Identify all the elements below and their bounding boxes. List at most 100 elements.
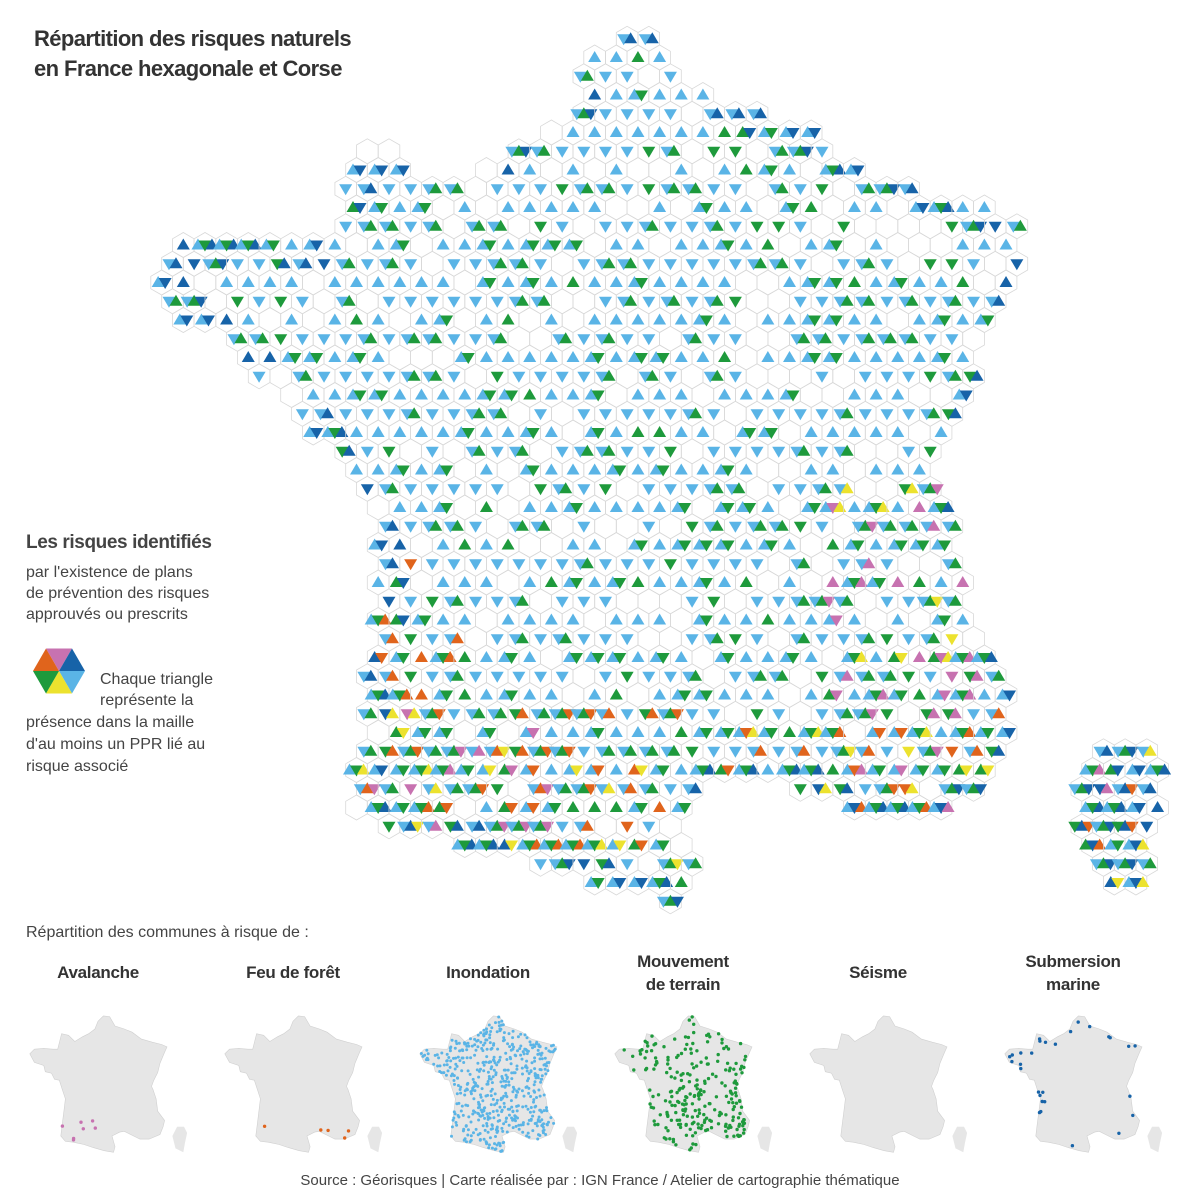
- risk-triangle: [880, 371, 894, 383]
- risk-triangle: [829, 352, 843, 364]
- hex-cell: [908, 607, 931, 633]
- risk-triangle: [357, 746, 371, 758]
- mini-dot: [515, 1109, 519, 1113]
- risk-triangle: [544, 388, 558, 400]
- risk-triangle: [570, 652, 584, 664]
- risk-triangle: [490, 446, 504, 458]
- risk-triangle: [295, 296, 309, 308]
- risk-triangle: [451, 838, 465, 850]
- mini-dot: [716, 1032, 721, 1036]
- risk-triangle: [555, 744, 569, 756]
- mini-dot: [515, 1064, 519, 1068]
- risk-triangle: [797, 763, 811, 775]
- mini-dot: [696, 1094, 701, 1098]
- risk-triangle: [739, 727, 753, 739]
- mini-dot: [725, 1134, 729, 1139]
- risk-triangle: [855, 559, 869, 571]
- mini-dot: [512, 1071, 516, 1075]
- risk-triangle: [912, 313, 926, 325]
- risk-triangle: [360, 371, 374, 383]
- risk-triangle: [407, 407, 421, 419]
- mini-dot: [706, 1076, 711, 1081]
- risk-triangle: [609, 238, 623, 250]
- risk-triangle: [902, 634, 916, 646]
- mini-dot: [673, 1103, 677, 1108]
- risk-triangle: [389, 576, 403, 588]
- mini-dot: [699, 1088, 703, 1093]
- mini-dot: [476, 1084, 480, 1088]
- risk-triangle: [375, 390, 389, 402]
- risk-triangle: [609, 126, 623, 138]
- risk-triangle: [696, 463, 710, 475]
- risk-triangle: [613, 577, 627, 589]
- mini-dot: [490, 1087, 494, 1091]
- risk-triangle: [772, 746, 786, 758]
- hex-cell: [496, 494, 520, 521]
- mini-dot: [482, 1063, 486, 1067]
- risk-triangle: [663, 446, 677, 458]
- mini-dot: [479, 1031, 483, 1035]
- risk-triangle: [801, 313, 815, 325]
- risk-triangle: [840, 651, 854, 663]
- risk-triangle: [725, 484, 739, 496]
- hex-cell: [789, 700, 812, 727]
- risk-triangle: [490, 784, 504, 796]
- risk-triangle: [920, 709, 934, 721]
- hex-cell: [496, 719, 520, 746]
- risk-triangle: [880, 296, 894, 308]
- mini-dot: [511, 1029, 515, 1033]
- hex-cell: [897, 550, 920, 577]
- mini-dot: [1037, 1037, 1042, 1041]
- legend-hex-icon: [33, 648, 85, 694]
- risk-triangle: [974, 784, 988, 796]
- mini-dot: [504, 1094, 508, 1098]
- risk-triangle: [837, 559, 851, 571]
- risk-triangle: [371, 576, 385, 588]
- risk-triangle: [411, 201, 425, 213]
- hex-cell: [810, 250, 834, 277]
- risk-triangle: [761, 388, 775, 400]
- risk-triangle: [497, 746, 511, 758]
- mini-dot: [462, 1061, 466, 1064]
- mini-dot: [485, 1141, 489, 1145]
- risk-triangle: [609, 763, 623, 775]
- risk-triangle: [1068, 821, 1082, 833]
- risk-triangle: [577, 484, 591, 496]
- hex-cell: [756, 269, 780, 296]
- mini-dot: [468, 1140, 472, 1144]
- risk-triangle: [353, 202, 367, 214]
- risk-triangle: [252, 296, 266, 308]
- mini-dot: [453, 1067, 457, 1071]
- risk-triangle: [588, 576, 602, 588]
- mini-dot: [539, 1077, 543, 1081]
- mini-dot: [537, 1043, 541, 1047]
- risk-triangle: [450, 594, 464, 606]
- risk-triangle: [436, 276, 450, 288]
- hex-cell: [1124, 869, 1148, 896]
- mini-dot: [522, 1094, 526, 1098]
- risk-label: Mouvement: [637, 952, 729, 971]
- risk-triangle: [389, 801, 403, 813]
- risk-triangle: [876, 671, 890, 683]
- risk-triangle: [674, 276, 688, 288]
- hex-cell: [615, 475, 639, 502]
- risk-triangle: [613, 652, 627, 664]
- risk-triangle: [663, 371, 677, 383]
- mini-dot: [658, 1113, 662, 1117]
- risk-triangle: [414, 388, 428, 400]
- mini-dot: [500, 1108, 504, 1112]
- risk-triangle: [660, 184, 674, 196]
- risk-triangle: [912, 688, 926, 700]
- mini-dot: [723, 1124, 728, 1128]
- mini-dot: [732, 1105, 736, 1109]
- risk-triangle: [627, 801, 641, 813]
- mini-dot: [79, 1120, 83, 1124]
- risk-triangle: [516, 838, 530, 850]
- risk-triangle: [815, 296, 829, 308]
- risk-triangle: [541, 784, 555, 796]
- risk-triangle: [537, 519, 551, 531]
- risk-triangle: [941, 296, 955, 308]
- risk-triangle: [649, 651, 663, 663]
- mini-dot: [722, 1046, 726, 1051]
- risk-triangle: [775, 669, 789, 681]
